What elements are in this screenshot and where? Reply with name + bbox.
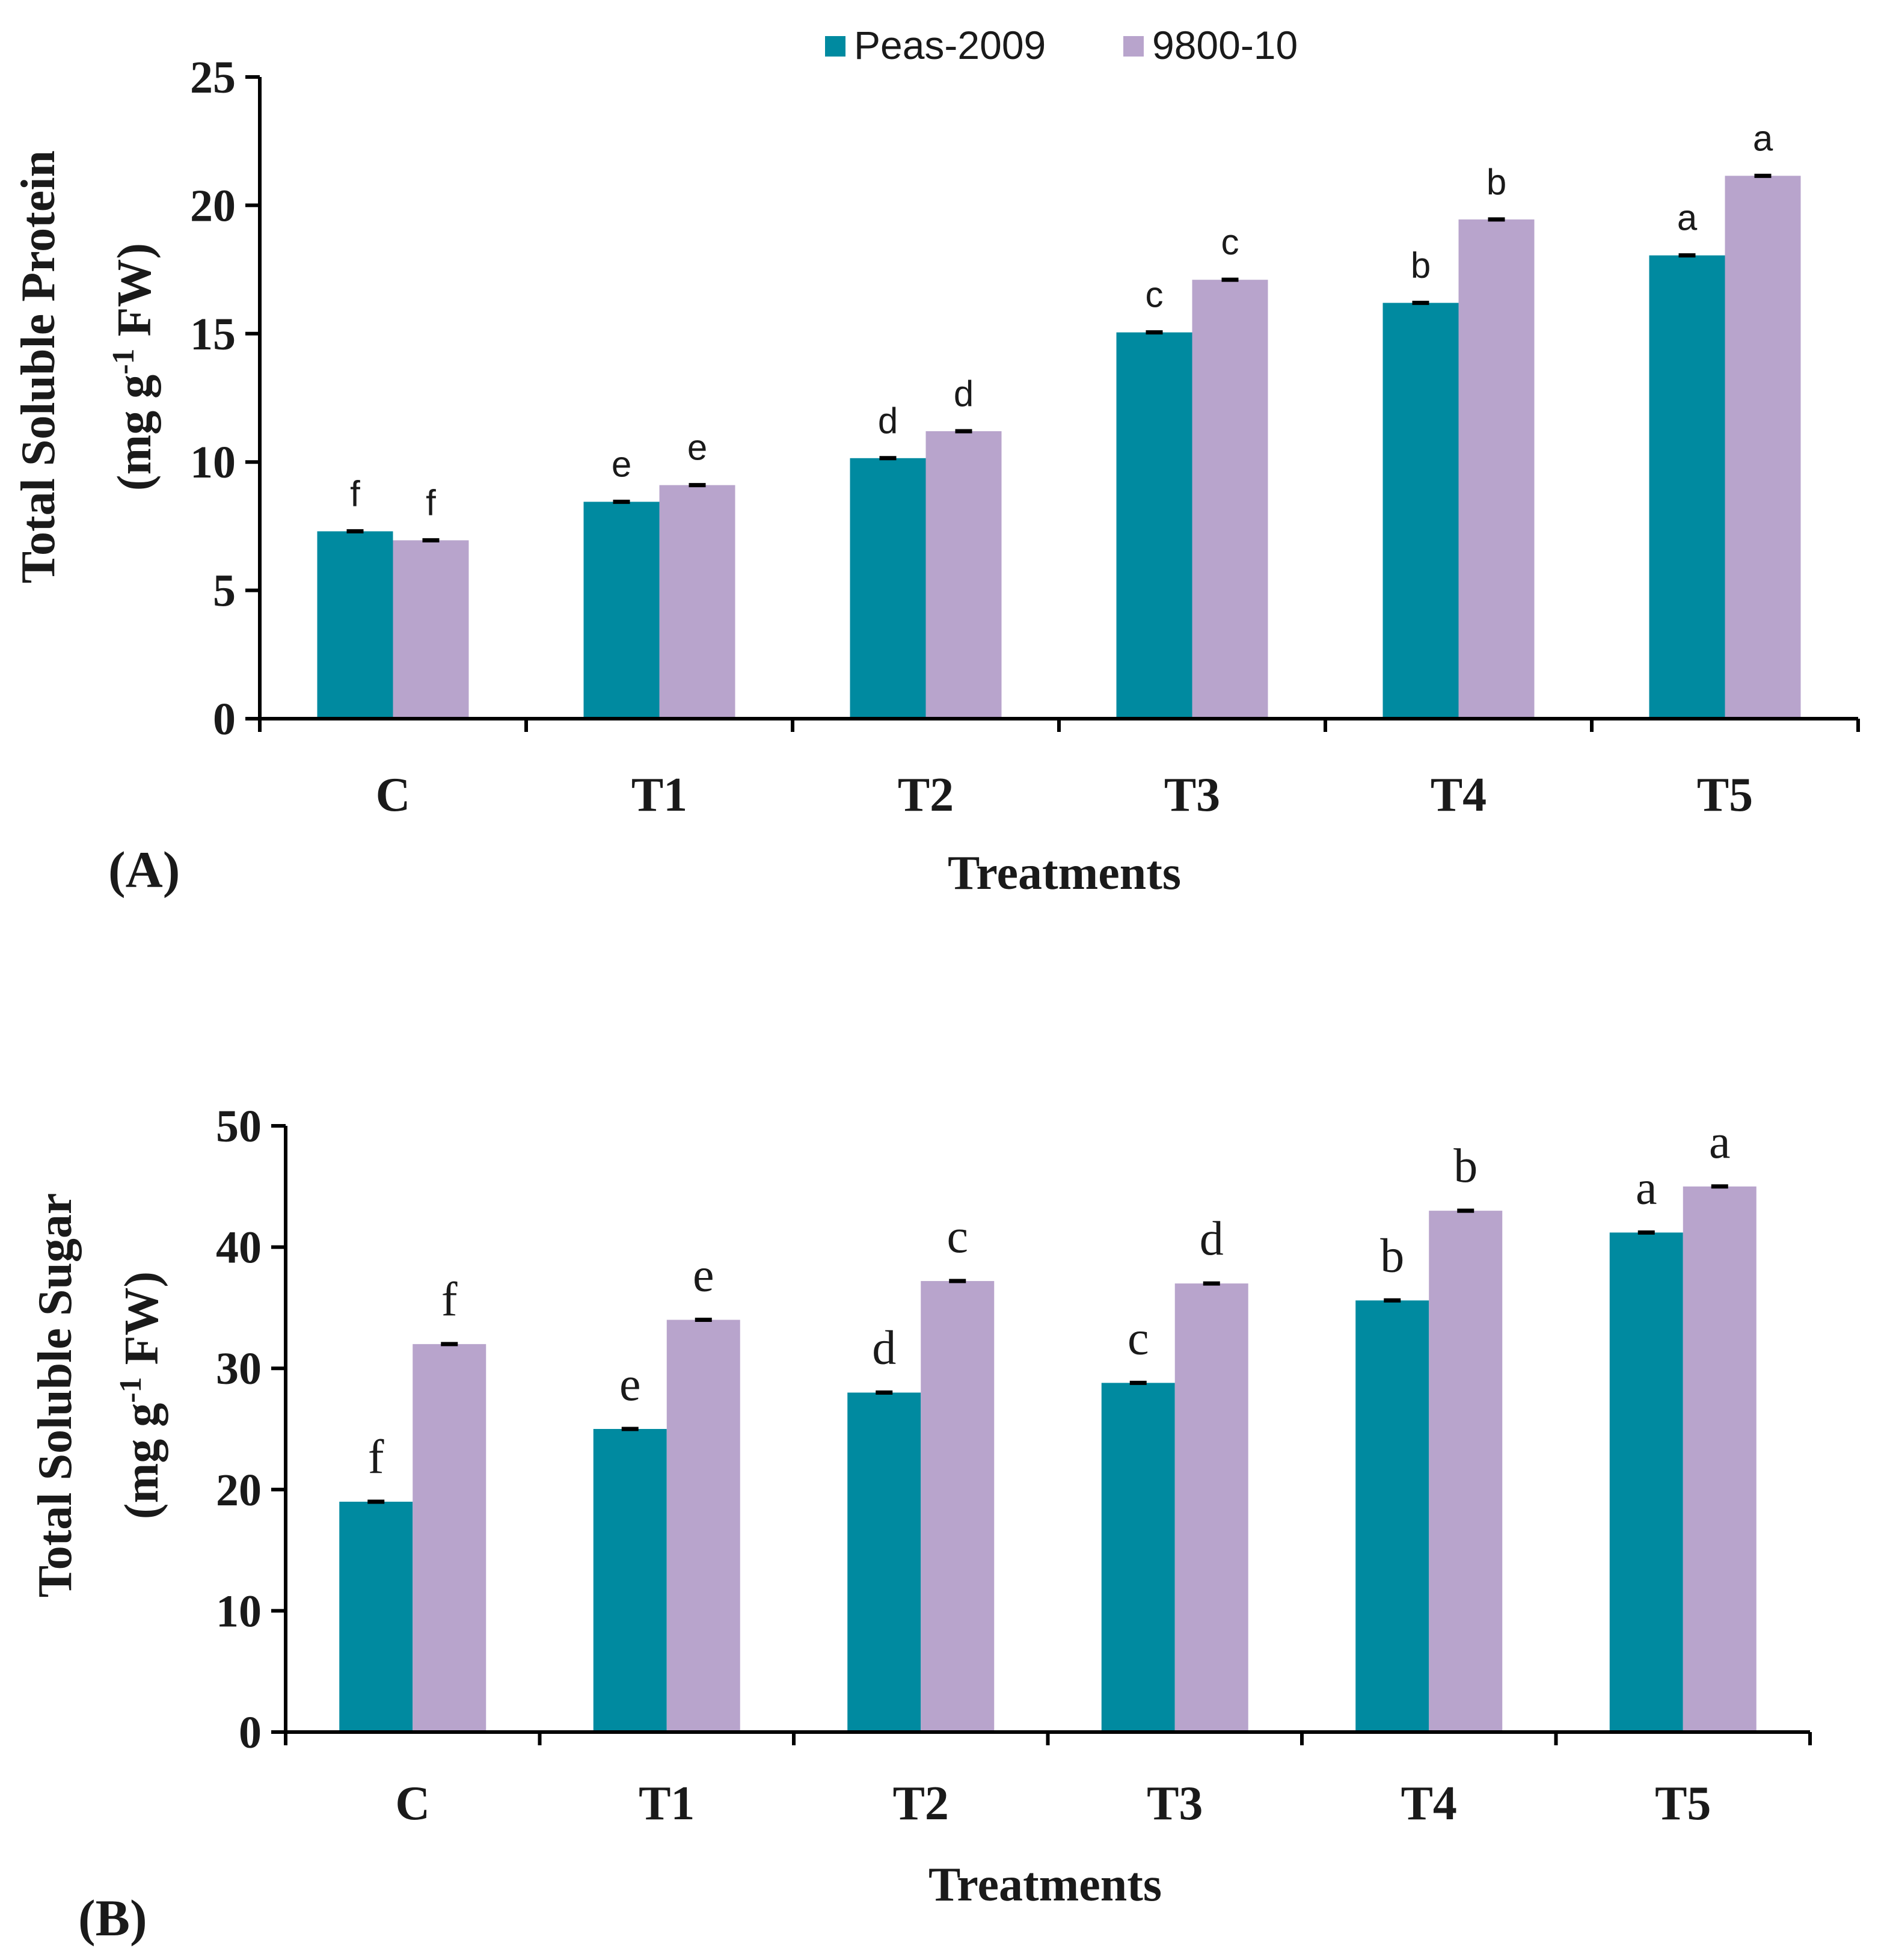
y-axis-title: Total Soluble Sugar [29, 1193, 82, 1598]
y-tick-label: 10 [190, 437, 236, 488]
bar [1725, 176, 1801, 719]
bar [1101, 1383, 1175, 1732]
y-tick-label: 25 [190, 52, 236, 103]
significance-letter: d [878, 401, 898, 441]
bar [659, 485, 735, 719]
bar [847, 1392, 921, 1732]
legend-swatch-9800-10 [1123, 36, 1144, 57]
panel-label: (A) [108, 841, 180, 899]
y-tick-label: 0 [239, 1707, 262, 1758]
y-axis-title-superscript: -1 [114, 1377, 148, 1402]
y-tick-label: 20 [216, 1465, 262, 1516]
y-axis-title: Total Soluble Protein [12, 150, 65, 583]
significance-letter: f [368, 1431, 384, 1484]
x-tick-label: T1 [631, 769, 687, 822]
x-tick-label: T2 [898, 769, 954, 822]
y-axis-title-line1: Total Soluble Sugar [29, 1193, 82, 1598]
significance-letter: a [1709, 1116, 1731, 1169]
significance-letter: b [1411, 245, 1431, 286]
bar [1458, 219, 1535, 719]
bar [1649, 255, 1725, 719]
significance-letter: e [612, 444, 631, 484]
bar [413, 1344, 486, 1732]
bar [666, 1319, 740, 1732]
x-axis-title: Treatments [928, 1858, 1162, 1911]
bar [583, 502, 660, 719]
bar [339, 1501, 413, 1732]
x-tick-label: T4 [1431, 769, 1487, 822]
significance-letter: d [1200, 1212, 1224, 1265]
significance-letter: d [872, 1322, 896, 1375]
x-axis-title: Treatments [948, 847, 1181, 900]
significance-letter: c [1221, 222, 1239, 262]
y-axis-title-line1: Total Soluble Protein [12, 150, 65, 583]
significance-letter: e [619, 1358, 641, 1411]
significance-letter: b [1487, 162, 1506, 202]
bar [393, 540, 469, 719]
y-tick-label: 10 [216, 1586, 262, 1636]
significance-letter: c [1146, 275, 1164, 315]
x-tick-label: T2 [893, 1777, 949, 1830]
y-axis-title-units: (mg g-1 FW) [106, 243, 161, 491]
y-axis-title-line2: (mg g-1 FW) [106, 243, 161, 491]
x-tick-label: T3 [1164, 769, 1220, 822]
bar [921, 1281, 995, 1732]
bar [1116, 332, 1192, 719]
legend-label-9800-10: 9800-10 [1152, 23, 1298, 67]
chart-panel-b: Total Soluble Sugar (mg g-1 FW) Treatmen… [29, 1101, 1812, 1947]
significance-letter: a [1677, 198, 1698, 238]
x-tick-label: T3 [1147, 1777, 1203, 1830]
significance-letter: c [947, 1210, 968, 1263]
legend-swatch-peas-2009 [825, 36, 845, 57]
bar [850, 458, 926, 719]
significance-letter: f [441, 1273, 458, 1326]
y-axis-title-units: (mg g-1 FW) [114, 1271, 168, 1519]
significance-letter: d [954, 373, 974, 414]
x-tick-label: C [376, 769, 411, 822]
x-tick-label: C [395, 1777, 430, 1830]
panel-label: (B) [78, 1889, 147, 1947]
y-tick-label: 50 [216, 1101, 262, 1152]
bar [1609, 1232, 1683, 1732]
legend: Peas-2009 9800-10 [825, 23, 1298, 67]
bar [925, 431, 1002, 719]
bar [1683, 1186, 1757, 1732]
x-tick-label: T1 [639, 1777, 695, 1830]
bar [317, 531, 393, 719]
bar [1174, 1283, 1248, 1732]
plot-area: f e d c b a f e d c b a 0 5 10 15 20 25 C T1 T2 T3 T4 T5 [190, 52, 1860, 822]
significance-letter: b [1380, 1229, 1404, 1282]
bar [593, 1429, 667, 1732]
significance-letter: a [1753, 118, 1773, 158]
significance-letter: b [1453, 1140, 1477, 1193]
significance-letter: e [687, 428, 707, 468]
x-tick-label: T4 [1401, 1777, 1457, 1830]
y-tick-label: 15 [190, 309, 236, 360]
y-axis-title-line2: (mg g-1 FW) [114, 1271, 168, 1519]
y-axis-title-superscript: -1 [106, 348, 141, 374]
y-tick-label: 0 [213, 694, 236, 745]
significance-letter: f [350, 473, 360, 514]
y-tick-label: 30 [216, 1344, 262, 1394]
bar [1355, 1300, 1429, 1732]
y-tick-label: 40 [216, 1223, 262, 1273]
bar [1192, 280, 1268, 719]
bar [1429, 1211, 1503, 1732]
y-tick-label: 5 [213, 566, 236, 616]
significance-letter: f [426, 482, 436, 523]
y-tick-label: 20 [190, 180, 236, 231]
legend-label-peas-2009: Peas-2009 [854, 23, 1046, 67]
significance-letter: c [1128, 1312, 1149, 1365]
chart-panel-a: Total Soluble Protein (mg g-1 FW) Treatm… [12, 52, 1860, 900]
x-tick-label: T5 [1697, 769, 1753, 822]
bar [1382, 303, 1459, 719]
significance-letter: e [693, 1249, 714, 1302]
x-tick-label: T5 [1655, 1777, 1711, 1830]
significance-letter: a [1636, 1161, 1657, 1214]
